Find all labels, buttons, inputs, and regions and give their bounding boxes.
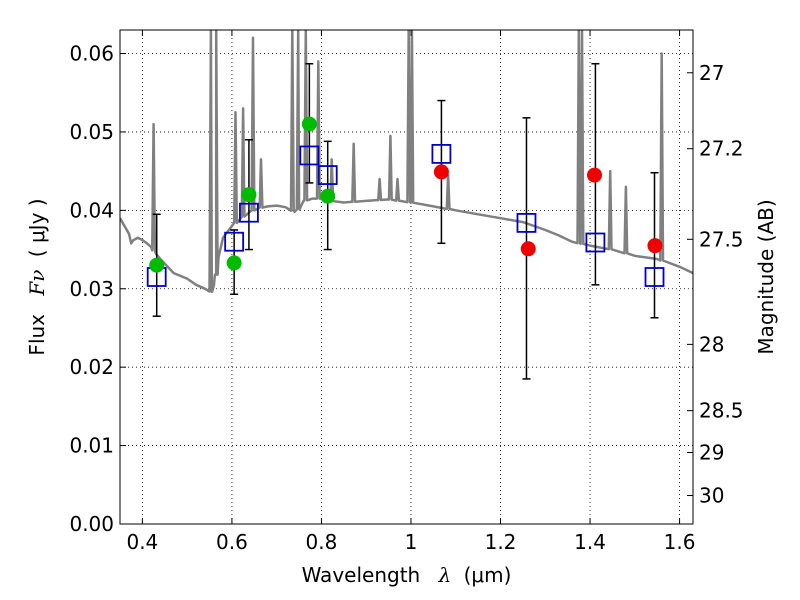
sed-model-line [120,30,693,294]
square-marker [431,143,452,164]
green-point [301,116,317,132]
square-marker [585,232,606,253]
x-axis-label-prefix: Wavelength [302,563,421,587]
y-tick-label: 0.03 [69,277,114,301]
red-point [587,167,603,183]
y2-tick-label: 27.5 [699,227,744,251]
square-marker [299,145,320,166]
ticks-layer: 0.4 0.6 0.8 1 1.2 1.4 1.6 0.00 0.01 0.02 0.03 0.04 0… [69,30,744,554]
grid-lines [120,30,693,525]
y-axis-label-prefix: Flux [25,314,49,356]
y2-axis-label: Magnitude (AB) [754,199,778,354]
x-tick-label: 0.6 [216,530,248,554]
x-tick-label: 1.2 [485,530,517,554]
square-marker [224,231,245,252]
red-point [520,241,536,257]
y2-tick-label: 27.2 [699,137,744,161]
y2-tick-label: 28 [699,332,724,356]
y2-tick-label: 28.5 [699,399,744,423]
y-tick-label: 0.02 [69,355,114,379]
square-marker [239,202,259,223]
x-axis-label-symbol: λ [438,563,452,587]
x-tick-label: 1 [405,530,418,554]
x-tick-label: 0.8 [306,530,338,554]
green-point [241,187,257,203]
y-tick-label: 0.06 [69,42,114,66]
square-marker [516,212,537,233]
sed-model-layer [120,30,693,294]
markers-layer [146,116,665,287]
green-point [149,257,165,273]
x-tick-label: 1.6 [664,530,696,554]
y2-tick-label: 30 [699,484,724,508]
square-marker [644,267,665,287]
green-point [320,188,336,204]
y-axis-label-unit: ( μJy ) [25,198,49,257]
y2-tick-label: 27 [699,61,724,85]
y2-tick-label: 29 [699,440,724,464]
x-axis-label: Wavelength λ (μm) [302,563,512,587]
red-point [433,164,449,180]
y-tick-label: 0.04 [69,198,114,222]
y-tick-label: 0.01 [69,434,114,458]
y-tick-label: 0.05 [69,120,114,144]
x-axis-label-unit: (μm) [464,563,512,587]
plot-frame [119,29,694,525]
green-point [226,255,242,271]
x-tick-label: 1.4 [574,530,606,554]
x-tick-label: 0.4 [126,530,158,554]
red-point [647,238,663,254]
y-axis-label-symbol: Fν [25,270,49,297]
y-axis-label: Flux Fν ( μJy ) [25,198,49,355]
square-marker [317,165,338,185]
y-tick-label: 0.00 [69,512,114,536]
